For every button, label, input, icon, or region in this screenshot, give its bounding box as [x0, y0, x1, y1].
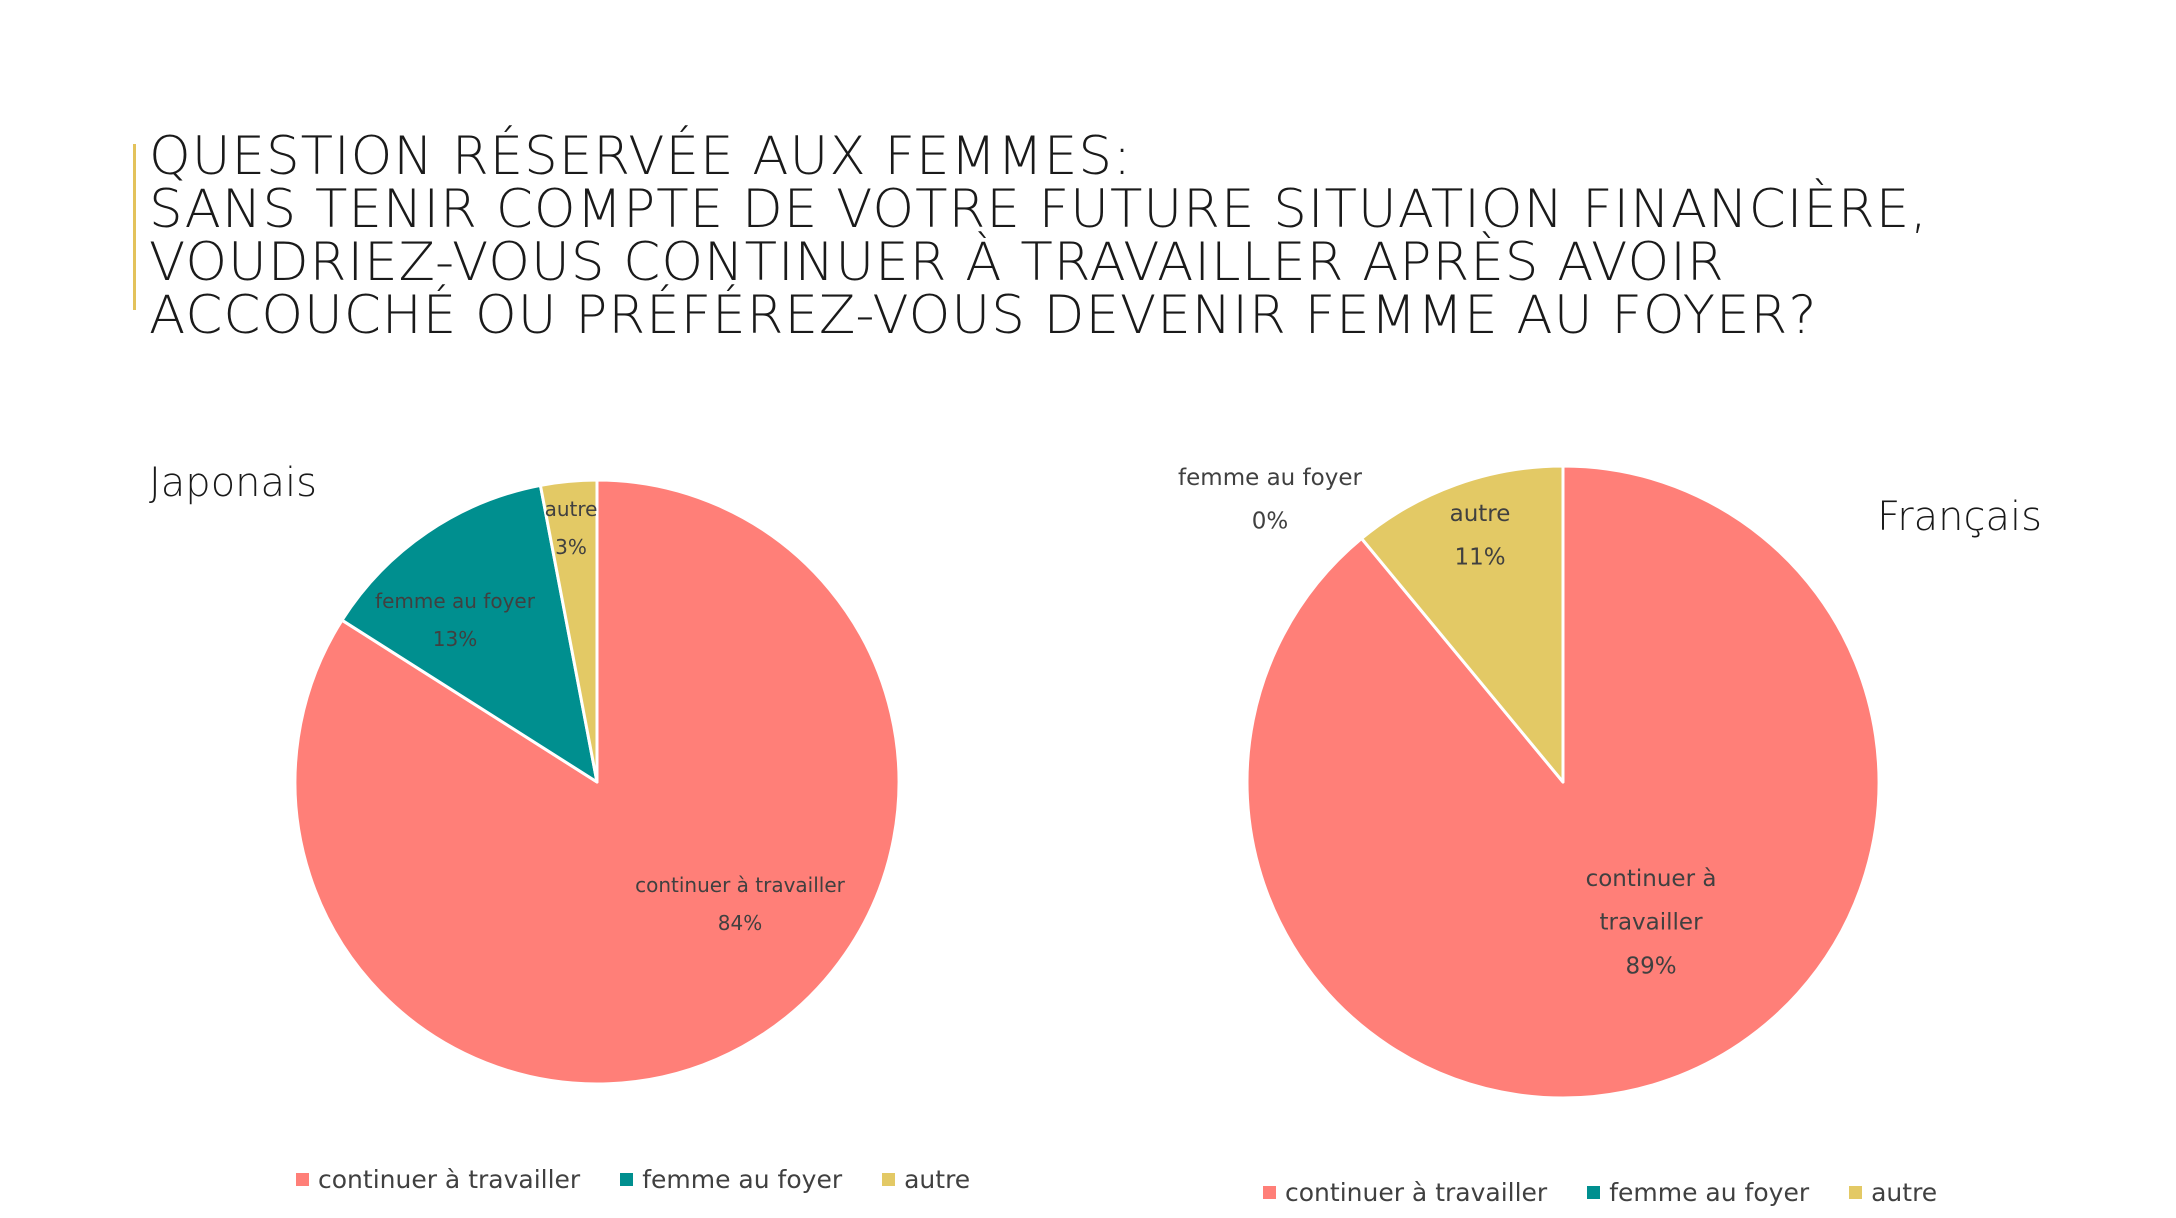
legend-swatch-continuer: [1263, 1186, 1276, 1199]
legend-swatch-femme: [620, 1173, 634, 1186]
title-line-4: ACCOUCHÉ OU PRÉFÉREZ-VOUS DEVENIR FEMME …: [149, 285, 1818, 346]
legend-item-continuer: continuer à travailler: [1263, 1178, 1547, 1207]
legend-francais: continuer à travailler femme au foyer au…: [1263, 1178, 1937, 1207]
legend-japonais: continuer à travailler femme au foyer au…: [296, 1165, 970, 1194]
data-label-autre: autre 11%: [1450, 501, 1511, 571]
legend-label-continuer: continuer à travailler: [1285, 1178, 1548, 1207]
data-label-autre: autre 3%: [545, 497, 598, 559]
chart-title-francais: Français: [1877, 494, 2042, 540]
legend-swatch-autre: [1849, 1186, 1863, 1199]
legend-swatch-femme: [1587, 1186, 1601, 1199]
legend-item-autre: autre: [1849, 1178, 1937, 1207]
legend-item-autre: autre: [882, 1165, 970, 1194]
pie-slice-continuer: [1245, 464, 1881, 1100]
legend-item-femme: femme au foyer: [1587, 1178, 1809, 1207]
legend-label-autre: autre: [904, 1165, 971, 1194]
pie-slice-autre: [538, 478, 599, 784]
legend-label-autre: autre: [1871, 1178, 1938, 1207]
page-title: QUESTION RÉSERVÉE AUX FEMMES: SANS TENIR…: [149, 130, 2129, 342]
title-accent-bar: [133, 144, 136, 310]
pie-slice-femme: [340, 483, 599, 784]
legend-label-femme: femme au foyer: [642, 1165, 843, 1194]
title-line-1: QUESTION RÉSERVÉE AUX FEMMES:: [149, 126, 1132, 187]
data-label-continuer: continuer à travailler 89%: [1586, 866, 1717, 979]
pie-francais: continuer à travailler 89% femme au foyer 0%…: [1178, 464, 1881, 1100]
chart-title-japonais: Japonais: [149, 460, 317, 506]
data-label-femme: femme au foyer 0%: [1178, 465, 1362, 535]
legend-item-femme: femme au foyer: [620, 1165, 842, 1194]
title-line-3: VOUDRIEZ-VOUS CONTINUER À TRAVAILLER APR…: [149, 232, 1725, 293]
legend-swatch-continuer: [296, 1173, 309, 1186]
pie-japonais: continuer à travailler 84% femme au foyer 1…: [293, 478, 901, 1086]
legend-swatch-autre: [882, 1173, 896, 1186]
data-label-continuer: continuer à travailler 84%: [635, 873, 846, 935]
title-line-2: SANS TENIR COMPTE DE VOTRE FUTURE SITUAT…: [149, 179, 1929, 240]
legend-label-femme: femme au foyer: [1609, 1178, 1810, 1207]
pie-slice-autre: [1360, 464, 1565, 784]
legend-label-continuer: continuer à travailler: [318, 1165, 581, 1194]
legend-item-continuer: continuer à travailler: [296, 1165, 580, 1194]
data-label-femme: femme au foyer 13%: [375, 589, 536, 651]
